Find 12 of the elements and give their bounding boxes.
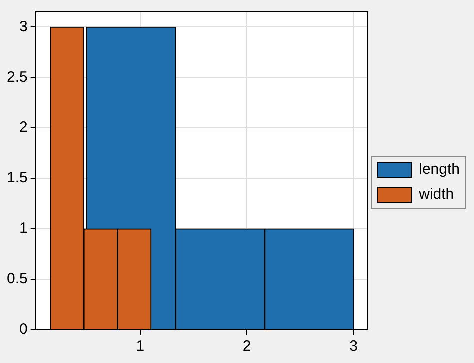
y-tick-label: 0.5	[6, 270, 28, 288]
y-tick-label: 0	[20, 321, 28, 338]
x-tick-label: 2	[242, 338, 252, 356]
y-tick-label: 2	[20, 119, 28, 136]
y-tick-label: 2.5	[6, 68, 28, 86]
y-tick-label: 3	[20, 18, 28, 36]
y-tick-label: 1.5	[6, 170, 28, 187]
legend-label: length	[419, 161, 460, 178]
x-tick-label: 3	[350, 338, 358, 356]
legend-label: width	[418, 186, 454, 204]
y-tick-label: 1	[20, 220, 28, 238]
x-tick-label: 1	[136, 338, 145, 356]
